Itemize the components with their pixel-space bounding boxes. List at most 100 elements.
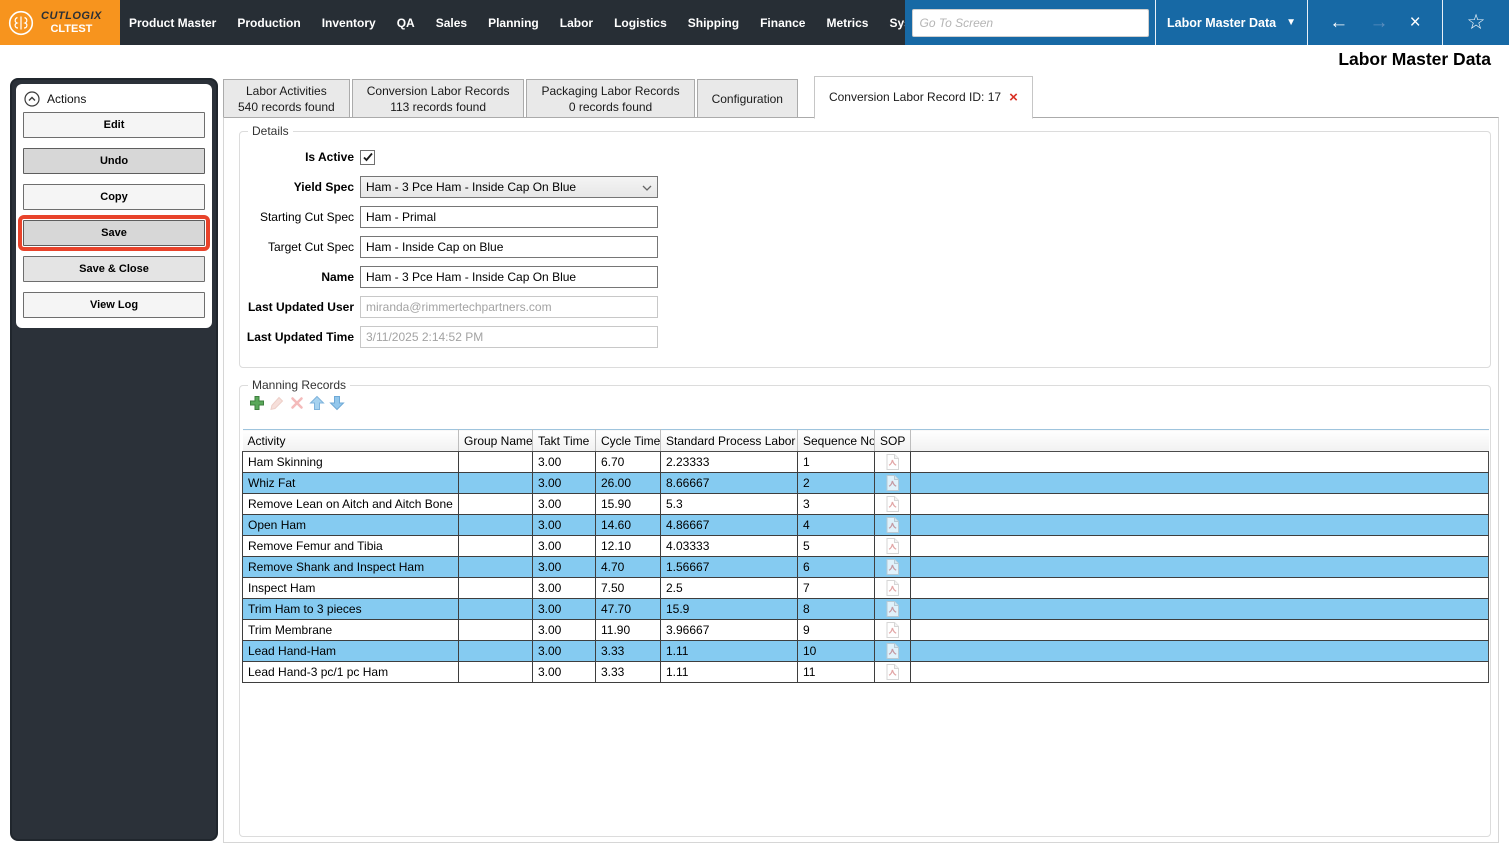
- table-row[interactable]: Inspect Ham 3.00 7.50 2.5 7: [242, 577, 1489, 599]
- standard-process-labor-cell[interactable]: 2.5: [660, 577, 798, 599]
- activity-cell[interactable]: Remove Femur and Tibia: [242, 535, 459, 557]
- sequence-no-cell[interactable]: 1: [797, 451, 875, 473]
- activity-cell[interactable]: Inspect Ham: [242, 577, 459, 599]
- cycle-time-cell[interactable]: 47.70: [595, 598, 661, 620]
- group-name-cell[interactable]: [458, 451, 533, 473]
- tab-conversion-labor-record-id-17[interactable]: Conversion Labor Record ID: 17 ×: [813, 76, 1033, 119]
- column-header-sequence-no[interactable]: Sequence No: [797, 429, 875, 452]
- group-name-cell[interactable]: [458, 472, 533, 494]
- name-field[interactable]: [360, 266, 658, 288]
- group-name-cell[interactable]: [458, 514, 533, 536]
- activity-cell[interactable]: Remove Shank and Inspect Ham: [242, 556, 459, 578]
- yield-spec-select[interactable]: Ham - 3 Pce Ham - Inside Cap On Blue: [360, 176, 658, 198]
- arrow-down-icon[interactable]: [328, 394, 345, 411]
- standard-process-labor-cell[interactable]: 1.56667: [660, 556, 798, 578]
- table-row[interactable]: Whiz Fat 3.00 26.00 8.66667 2: [242, 472, 1489, 494]
- cycle-time-cell[interactable]: 3.33: [595, 661, 661, 683]
- standard-process-labor-cell[interactable]: 2.23333: [660, 451, 798, 473]
- takt-time-cell[interactable]: 3.00: [532, 661, 596, 683]
- table-row[interactable]: Open Ham 3.00 14.60 4.86667 4: [242, 514, 1489, 536]
- cycle-time-cell[interactable]: 12.10: [595, 535, 661, 557]
- go-to-screen-input[interactable]: [911, 8, 1149, 37]
- edit-button[interactable]: Edit: [23, 112, 205, 138]
- group-name-cell[interactable]: [458, 493, 533, 515]
- nav-item-product-master[interactable]: Product Master: [129, 15, 217, 30]
- tab-conversion-labor-records[interactable]: Conversion Labor Records 113 records foun…: [351, 79, 525, 118]
- sop-pdf-icon[interactable]: [874, 640, 911, 662]
- tab-labor-activities[interactable]: Labor Activities 540 records found: [223, 79, 350, 118]
- view-log-button[interactable]: View Log: [23, 292, 205, 318]
- nav-item-production[interactable]: Production: [237, 15, 301, 30]
- save-button[interactable]: Save: [18, 215, 210, 251]
- is-active-checkbox[interactable]: [360, 149, 375, 165]
- sequence-no-cell[interactable]: 5: [797, 535, 875, 557]
- group-name-cell[interactable]: [458, 535, 533, 557]
- sequence-no-cell[interactable]: 10: [797, 640, 875, 662]
- table-row[interactable]: Trim Membrane 3.00 11.90 3.96667 9: [242, 619, 1489, 641]
- sop-pdf-icon[interactable]: [874, 535, 911, 557]
- sop-pdf-icon[interactable]: [874, 577, 911, 599]
- chevron-up-circle-icon[interactable]: [24, 91, 40, 107]
- takt-time-cell[interactable]: 3.00: [532, 598, 596, 620]
- sop-pdf-icon[interactable]: [874, 556, 911, 578]
- takt-time-cell[interactable]: 3.00: [532, 619, 596, 641]
- sop-pdf-icon[interactable]: [874, 493, 911, 515]
- sequence-no-cell[interactable]: 2: [797, 472, 875, 494]
- sequence-no-cell[interactable]: 11: [797, 661, 875, 683]
- back-icon[interactable]: ←: [1329, 12, 1349, 33]
- cycle-time-cell[interactable]: 14.60: [595, 514, 661, 536]
- table-row[interactable]: Remove Shank and Inspect Ham 3.00 4.70 1.56…: [242, 556, 1489, 578]
- takt-time-cell[interactable]: 3.00: [532, 640, 596, 662]
- column-header-group-name[interactable]: Group Name: [458, 429, 533, 452]
- table-row[interactable]: Remove Lean on Aitch and Aitch Bone 3.00 1…: [242, 493, 1489, 515]
- takt-time-cell[interactable]: 3.00: [532, 472, 596, 494]
- nav-item-qa[interactable]: QA: [396, 15, 415, 30]
- forward-icon[interactable]: →: [1369, 12, 1389, 33]
- nav-item-inventory[interactable]: Inventory: [321, 15, 376, 30]
- cycle-time-cell[interactable]: 7.50: [595, 577, 661, 599]
- cycle-time-cell[interactable]: 4.70: [595, 556, 661, 578]
- column-header-sop[interactable]: SOP: [874, 429, 911, 452]
- sop-pdf-icon[interactable]: [874, 598, 911, 620]
- nav-item-sales[interactable]: Sales: [435, 15, 468, 30]
- sequence-no-cell[interactable]: 3: [797, 493, 875, 515]
- standard-process-labor-cell[interactable]: 4.03333: [660, 535, 798, 557]
- standard-process-labor-cell[interactable]: 8.66667: [660, 472, 798, 494]
- nav-item-logistics[interactable]: Logistics: [614, 15, 667, 30]
- activity-cell[interactable]: Open Ham: [242, 514, 459, 536]
- table-row[interactable]: Trim Ham to 3 pieces 3.00 47.70 15.9 8: [242, 598, 1489, 620]
- sop-pdf-icon[interactable]: [874, 514, 911, 536]
- takt-time-cell[interactable]: 3.00: [532, 577, 596, 599]
- standard-process-labor-cell[interactable]: 1.11: [660, 661, 798, 683]
- nav-item-metrics[interactable]: Metrics: [826, 15, 869, 30]
- nav-item-labor[interactable]: Labor: [559, 15, 594, 30]
- takt-time-cell[interactable]: 3.00: [532, 514, 596, 536]
- table-row[interactable]: Lead Hand-3 pc/1 pc Ham 3.00 3.33 1.11 11: [242, 661, 1489, 683]
- column-header-cycle-time[interactable]: Cycle Time: [595, 429, 661, 452]
- cycle-time-cell[interactable]: 15.90: [595, 493, 661, 515]
- group-name-cell[interactable]: [458, 640, 533, 662]
- sop-pdf-icon[interactable]: [874, 472, 911, 494]
- takt-time-cell[interactable]: 3.00: [532, 556, 596, 578]
- sop-pdf-icon[interactable]: [874, 619, 911, 641]
- nav-item-planning[interactable]: Planning: [488, 15, 539, 30]
- takt-time-cell[interactable]: 3.00: [532, 451, 596, 473]
- save-close-button[interactable]: Save & Close: [23, 256, 205, 282]
- tab-packaging-labor-records[interactable]: Packaging Labor Records 0 records found: [526, 79, 695, 118]
- plus-icon[interactable]: [248, 394, 265, 411]
- table-row[interactable]: Remove Femur and Tibia 3.00 12.10 4.03333 5: [242, 535, 1489, 557]
- sequence-no-cell[interactable]: 8: [797, 598, 875, 620]
- activity-cell[interactable]: Whiz Fat: [242, 472, 459, 494]
- target-cut-spec-field[interactable]: [360, 236, 658, 258]
- standard-process-labor-cell[interactable]: 1.11: [660, 640, 798, 662]
- activity-cell[interactable]: Lead Hand-3 pc/1 pc Ham: [242, 661, 459, 683]
- column-header-takt-time[interactable]: Takt Time: [532, 429, 596, 452]
- activity-cell[interactable]: Trim Ham to 3 pieces: [242, 598, 459, 620]
- table-row[interactable]: Ham Skinning 3.00 6.70 2.23333 1: [242, 451, 1489, 473]
- screen-selector-dropdown[interactable]: Labor Master Data ▼: [1156, 16, 1307, 30]
- sequence-no-cell[interactable]: 4: [797, 514, 875, 536]
- group-name-cell[interactable]: [458, 556, 533, 578]
- undo-button[interactable]: Undo: [23, 148, 205, 174]
- tab-close-icon[interactable]: ×: [1009, 89, 1018, 106]
- standard-process-labor-cell[interactable]: 3.96667: [660, 619, 798, 641]
